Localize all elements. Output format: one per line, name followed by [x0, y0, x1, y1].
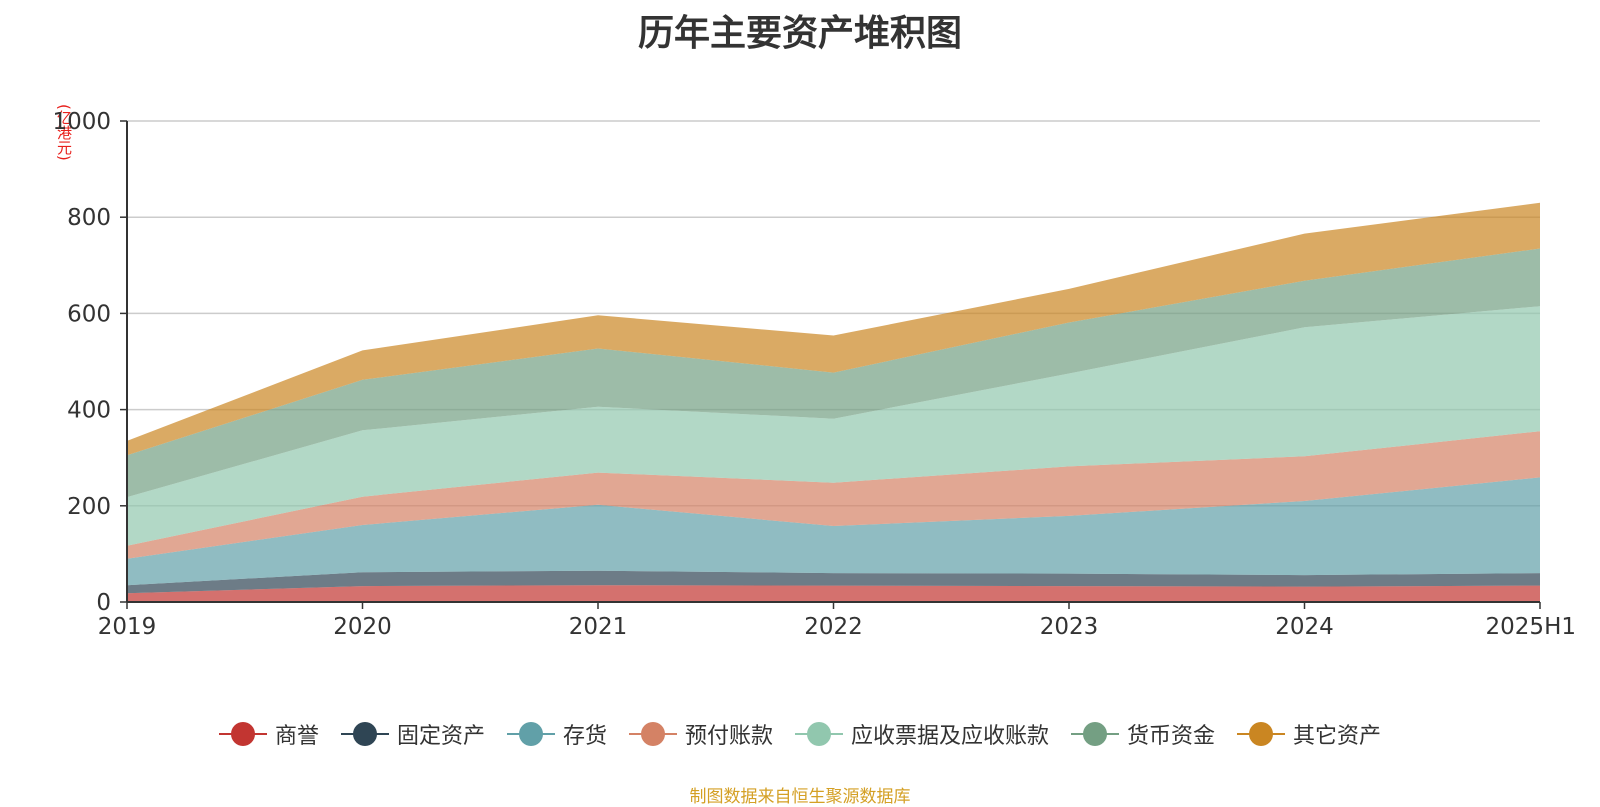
legend-label: 商誉 [274, 724, 319, 749]
legend: 商誉 固定资产 存货 预付账款 应收票据及应收账款 货币资金 其它资产 [0, 718, 1600, 750]
x-tick-label: 2019 [98, 614, 157, 640]
axes [120, 120, 1541, 609]
x-tick-label: 2020 [333, 614, 392, 640]
legend-label: 应收票据及应收账款 [851, 724, 1050, 749]
y-tick-label: 600 [67, 301, 111, 327]
chart-title: 历年主要资产堆积图 [637, 13, 962, 54]
area-商誉 [127, 585, 1540, 602]
y-tick-label: 1000 [52, 109, 111, 135]
area-series [127, 202, 1540, 602]
source-note: 制图数据来自恒生聚源数据库 [689, 787, 911, 807]
y-tick-label: 400 [67, 398, 111, 424]
legend-marker-icon [340, 722, 389, 746]
legend-item[interactable]: 存货 [506, 718, 607, 750]
legend-marker-icon [1237, 722, 1286, 746]
y-tick-label: 0 [96, 590, 111, 616]
legend-item[interactable]: 商誉 [218, 718, 319, 750]
area-货币资金 [127, 248, 1540, 498]
area-应收票据及应收账款 [127, 306, 1540, 546]
area-固定资产 [127, 570, 1540, 594]
legend-marker-icon [218, 722, 267, 746]
legend-marker-icon [795, 722, 843, 746]
legend-marker-icon [628, 722, 677, 746]
legend-label: 货币资金 [1127, 724, 1216, 749]
x-tick-labels: 2019 2020 2021 2022 2023 2024 2025H1 [98, 614, 1576, 640]
y-tick-label: 200 [67, 494, 111, 520]
x-tick-label: 2022 [804, 614, 863, 640]
legend-marker-icon [1071, 722, 1120, 746]
legend-label: 固定资产 [396, 724, 485, 749]
y-tick-labels: 0 200 400 600 800 1000 [52, 109, 111, 616]
legend-label: 存货 [562, 724, 607, 749]
legend-label: 预付账款 [684, 724, 773, 749]
legend-item[interactable]: 固定资产 [340, 718, 485, 750]
legend-item[interactable]: 货币资金 [1071, 718, 1215, 750]
x-tick-label: 2023 [1040, 614, 1099, 640]
x-tick-label: 2021 [569, 614, 628, 640]
legend-item[interactable]: 其它资产 [1237, 718, 1381, 750]
area-其它资产 [127, 202, 1540, 456]
x-tick-label: 2024 [1275, 614, 1334, 640]
x-tick-label: 2025H1 [1486, 614, 1576, 640]
legend-marker-icon [506, 722, 555, 746]
area-预付账款 [127, 431, 1540, 559]
area-存货 [127, 477, 1540, 586]
y-axis-unit-label: (亿港元) [55, 104, 73, 161]
legend-item[interactable]: 应收票据及应收账款 [795, 718, 1049, 750]
y-tick-label: 800 [67, 205, 111, 231]
legend-label: 其它资产 [1293, 724, 1382, 749]
legend-item[interactable]: 预付账款 [628, 718, 773, 750]
